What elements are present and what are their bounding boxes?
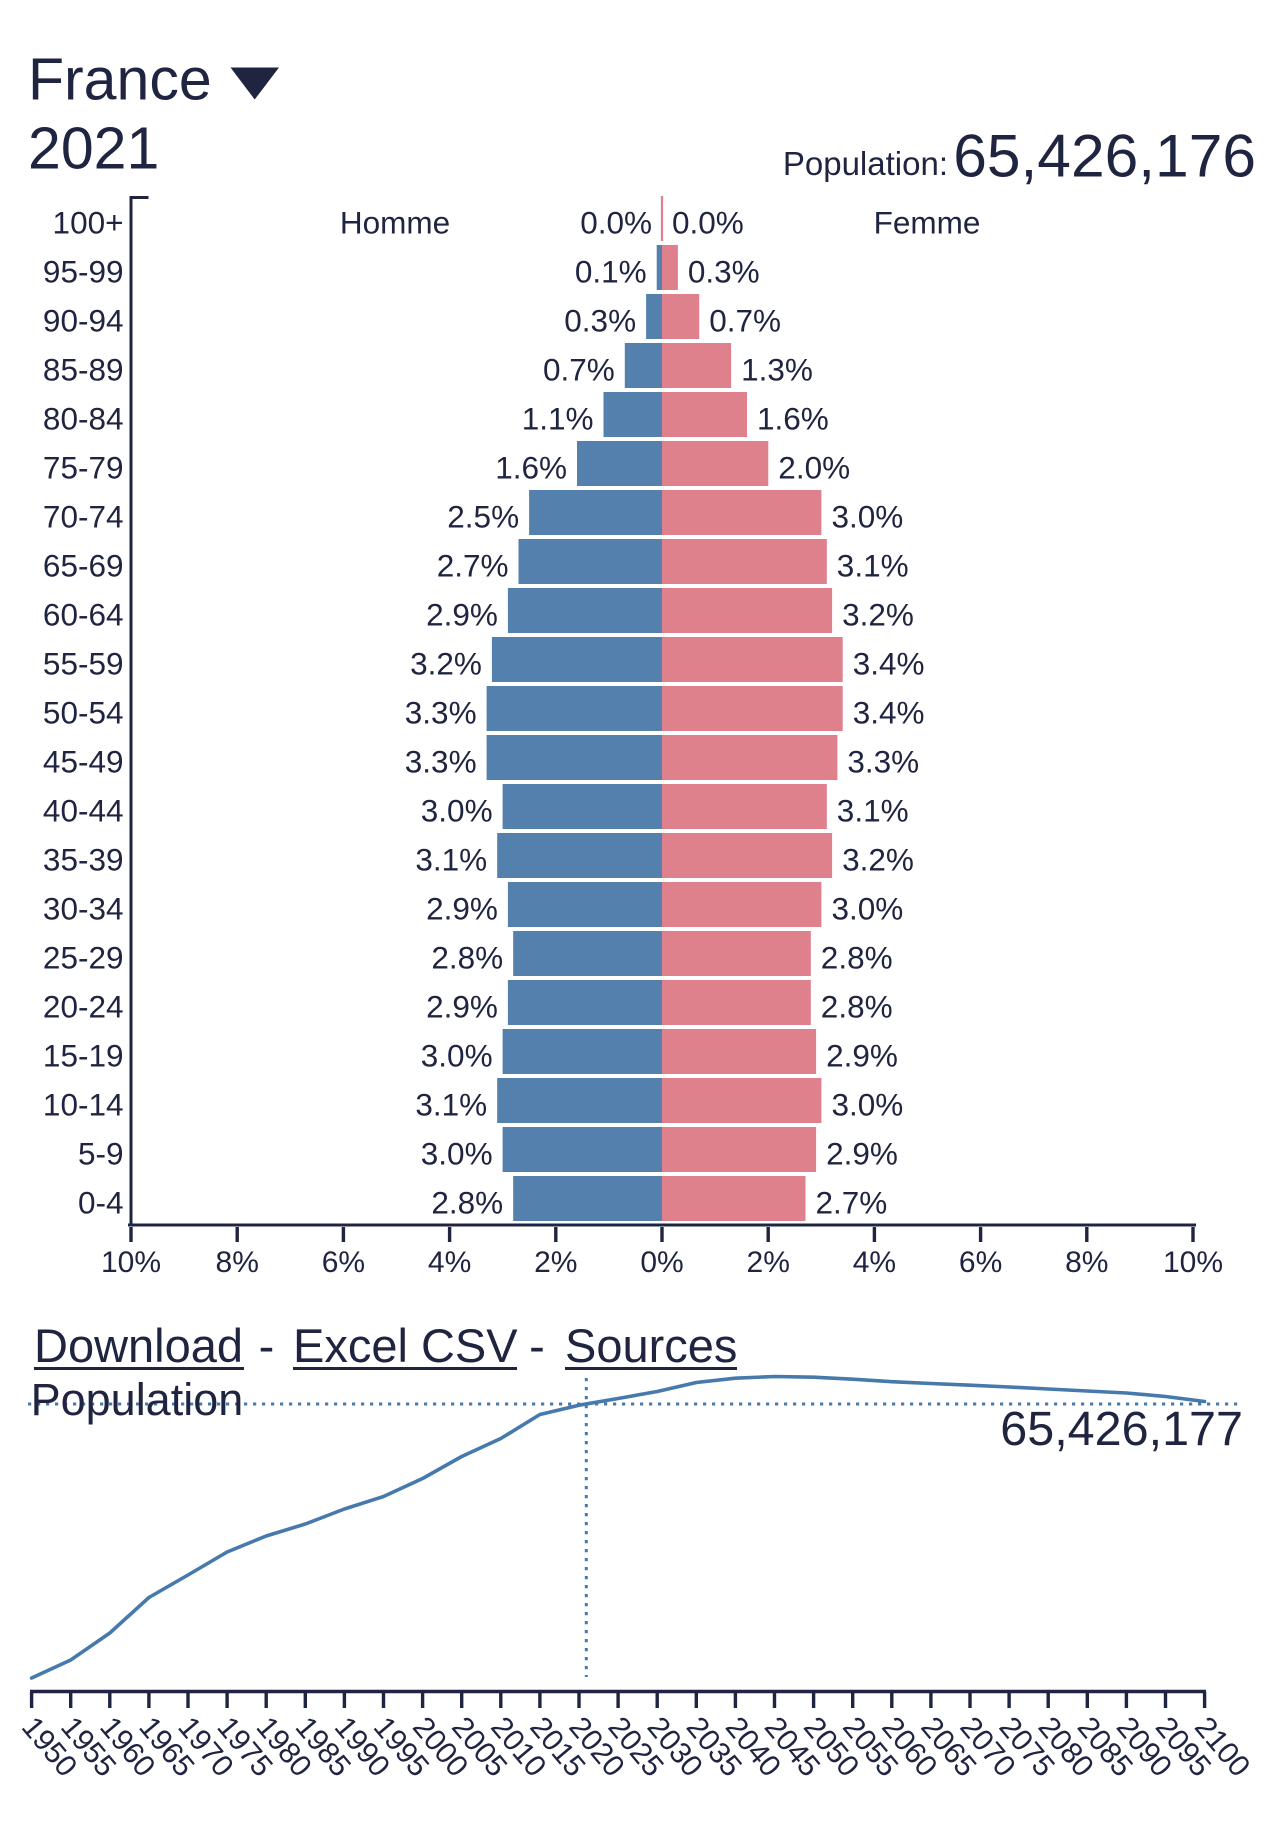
- svg-text:80-84: 80-84: [43, 400, 124, 436]
- svg-text:2.9%: 2.9%: [426, 596, 498, 632]
- svg-text:20-24: 20-24: [43, 988, 124, 1024]
- svg-text:Population:: Population:: [783, 145, 948, 182]
- svg-text:3.3%: 3.3%: [405, 743, 477, 779]
- svg-text:3.0%: 3.0%: [421, 1135, 493, 1171]
- svg-text:France: France: [28, 47, 212, 113]
- svg-text:90-94: 90-94: [43, 302, 124, 338]
- svg-text:0%: 0%: [640, 1246, 683, 1279]
- svg-text:5-9: 5-9: [78, 1135, 124, 1171]
- svg-text:50-54: 50-54: [43, 694, 124, 730]
- svg-text:1.6%: 1.6%: [495, 449, 567, 485]
- svg-text:3.0%: 3.0%: [832, 1086, 904, 1122]
- svg-text:3.2%: 3.2%: [842, 596, 914, 632]
- svg-text:-: -: [259, 1319, 275, 1372]
- svg-text:2.8%: 2.8%: [431, 1184, 503, 1220]
- svg-text:2.9%: 2.9%: [826, 1135, 898, 1171]
- svg-text:3.0%: 3.0%: [832, 498, 904, 534]
- svg-text:3.4%: 3.4%: [853, 694, 925, 730]
- svg-text:2.0%: 2.0%: [778, 449, 850, 485]
- svg-text:8%: 8%: [216, 1246, 259, 1279]
- svg-text:8%: 8%: [1065, 1246, 1108, 1279]
- svg-text:3.3%: 3.3%: [405, 694, 477, 730]
- svg-text:40-44: 40-44: [43, 792, 124, 828]
- svg-text:-: -: [529, 1319, 545, 1372]
- svg-text:2.5%: 2.5%: [447, 498, 519, 534]
- svg-text:2.9%: 2.9%: [426, 988, 498, 1024]
- svg-text:1.1%: 1.1%: [522, 400, 594, 436]
- svg-text:2021: 2021: [28, 116, 159, 182]
- svg-text:6%: 6%: [322, 1246, 365, 1279]
- svg-text:1.3%: 1.3%: [741, 351, 813, 387]
- svg-text:10%: 10%: [1163, 1246, 1223, 1279]
- svg-text:0.1%: 0.1%: [575, 253, 647, 289]
- svg-text:Homme: Homme: [340, 204, 450, 240]
- svg-text:Sources: Sources: [565, 1319, 737, 1372]
- svg-text:0.0%: 0.0%: [580, 204, 652, 240]
- svg-text:45-49: 45-49: [43, 743, 124, 779]
- svg-text:35-39: 35-39: [43, 841, 124, 877]
- svg-text:0.3%: 0.3%: [688, 253, 760, 289]
- svg-text:3.2%: 3.2%: [410, 645, 482, 681]
- svg-text:2%: 2%: [747, 1246, 790, 1279]
- svg-text:0.7%: 0.7%: [543, 351, 615, 387]
- svg-text:2.7%: 2.7%: [437, 547, 509, 583]
- svg-text:65,426,176: 65,426,176: [953, 122, 1256, 190]
- svg-text:0.7%: 0.7%: [709, 302, 781, 338]
- svg-text:6%: 6%: [959, 1246, 1002, 1279]
- svg-text:75-79: 75-79: [43, 449, 124, 485]
- svg-text:95-99: 95-99: [43, 253, 124, 289]
- svg-text:0.3%: 0.3%: [564, 302, 636, 338]
- svg-text:2.9%: 2.9%: [426, 890, 498, 926]
- svg-text:3.0%: 3.0%: [421, 1037, 493, 1073]
- svg-text:65-69: 65-69: [43, 547, 124, 583]
- svg-text:3.1%: 3.1%: [837, 792, 909, 828]
- svg-text:4%: 4%: [853, 1246, 896, 1279]
- svg-text:2.8%: 2.8%: [821, 939, 893, 975]
- svg-text:10-14: 10-14: [43, 1086, 124, 1122]
- svg-text:3.0%: 3.0%: [832, 890, 904, 926]
- svg-text:100+: 100+: [53, 204, 124, 240]
- svg-text:Population: Population: [31, 1374, 244, 1425]
- svg-text:0-4: 0-4: [78, 1184, 124, 1220]
- svg-text:3.0%: 3.0%: [421, 792, 493, 828]
- svg-text:2.9%: 2.9%: [826, 1037, 898, 1073]
- svg-text:1.6%: 1.6%: [757, 400, 829, 436]
- svg-text:3.3%: 3.3%: [847, 743, 919, 779]
- svg-text:60-64: 60-64: [43, 596, 124, 632]
- svg-text:25-29: 25-29: [43, 939, 124, 975]
- svg-text:3.1%: 3.1%: [837, 547, 909, 583]
- svg-text:Download: Download: [34, 1319, 243, 1372]
- svg-text:65,426,177: 65,426,177: [1000, 1402, 1243, 1456]
- svg-text:2.8%: 2.8%: [821, 988, 893, 1024]
- svg-text:0.0%: 0.0%: [672, 204, 744, 240]
- svg-text:10%: 10%: [101, 1246, 161, 1279]
- svg-text:3.1%: 3.1%: [415, 1086, 487, 1122]
- svg-text:55-59: 55-59: [43, 645, 124, 681]
- svg-text:2%: 2%: [534, 1246, 577, 1279]
- svg-text:Femme: Femme: [874, 204, 981, 240]
- svg-text:15-19: 15-19: [43, 1037, 124, 1073]
- svg-text:3.1%: 3.1%: [415, 841, 487, 877]
- svg-text:2.7%: 2.7%: [816, 1184, 888, 1220]
- svg-text:30-34: 30-34: [43, 890, 124, 926]
- svg-text:3.2%: 3.2%: [842, 841, 914, 877]
- svg-text:2.8%: 2.8%: [431, 939, 503, 975]
- svg-text:4%: 4%: [428, 1246, 471, 1279]
- svg-text:70-74: 70-74: [43, 498, 124, 534]
- svg-text:3.4%: 3.4%: [853, 645, 925, 681]
- svg-text:85-89: 85-89: [43, 351, 124, 387]
- svg-text:Excel CSV: Excel CSV: [293, 1319, 518, 1372]
